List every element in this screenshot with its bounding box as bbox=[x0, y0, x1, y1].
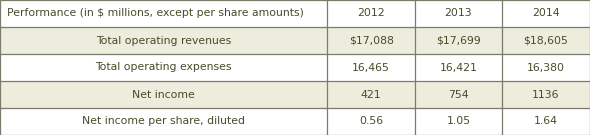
Text: 0.56: 0.56 bbox=[359, 117, 383, 126]
Text: 1.64: 1.64 bbox=[534, 117, 558, 126]
Text: 2013: 2013 bbox=[445, 9, 472, 18]
Bar bbox=[0, 27, 590, 54]
Text: 16,380: 16,380 bbox=[527, 63, 565, 72]
Bar bbox=[0, 0, 590, 27]
Text: 2014: 2014 bbox=[532, 9, 559, 18]
Text: Net income per share, diluted: Net income per share, diluted bbox=[82, 117, 245, 126]
Text: 16,421: 16,421 bbox=[440, 63, 477, 72]
Bar bbox=[0, 81, 590, 108]
Text: 16,465: 16,465 bbox=[352, 63, 390, 72]
Text: 1136: 1136 bbox=[532, 90, 559, 99]
Text: $18,605: $18,605 bbox=[523, 36, 568, 45]
Text: $17,088: $17,088 bbox=[349, 36, 394, 45]
Text: 754: 754 bbox=[448, 90, 468, 99]
Text: 421: 421 bbox=[361, 90, 381, 99]
Text: Performance (in $ millions, except per share amounts): Performance (in $ millions, except per s… bbox=[7, 9, 304, 18]
Text: 2012: 2012 bbox=[358, 9, 385, 18]
Text: 1.05: 1.05 bbox=[447, 117, 470, 126]
Bar bbox=[0, 108, 590, 135]
Text: Net income: Net income bbox=[132, 90, 195, 99]
Bar bbox=[0, 54, 590, 81]
Text: Total operating expenses: Total operating expenses bbox=[96, 63, 232, 72]
Text: $17,699: $17,699 bbox=[436, 36, 481, 45]
Text: Total operating revenues: Total operating revenues bbox=[96, 36, 231, 45]
